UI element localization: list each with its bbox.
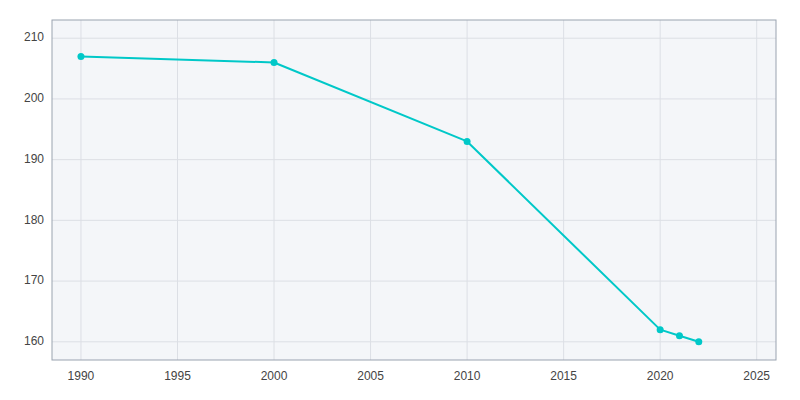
grid-line (52, 159, 776, 160)
grid-line (274, 20, 275, 360)
grid-line (177, 20, 178, 360)
y-tick-label: 210 (24, 30, 44, 44)
y-tick-label: 170 (24, 273, 44, 287)
grid-line (52, 341, 776, 342)
grid (52, 20, 776, 360)
x-tick-label: 2010 (454, 369, 481, 383)
grid-line (563, 20, 564, 360)
y-tick-label: 190 (24, 152, 44, 166)
grid-line (370, 20, 371, 360)
x-tick-label: 2005 (357, 369, 384, 383)
point (695, 338, 702, 345)
grid-line (756, 20, 757, 360)
plot-background (52, 20, 776, 360)
x-tick-label: 2020 (647, 369, 674, 383)
x-tick-label: 2015 (550, 369, 577, 383)
plot-frame (52, 20, 776, 360)
point (657, 326, 664, 333)
grid-line (52, 38, 776, 39)
x-tick-label: 1995 (164, 369, 191, 383)
x-tick-label: 2025 (743, 369, 770, 383)
grid-line (52, 220, 776, 221)
point (77, 53, 84, 60)
point (676, 332, 683, 339)
grid-line (52, 281, 776, 282)
line (81, 56, 699, 341)
y-tick-label: 160 (24, 334, 44, 348)
grid-line (52, 98, 776, 99)
point (464, 138, 471, 145)
grid-line (467, 20, 468, 360)
grid-line (80, 20, 81, 360)
chart-container: 160 170 180 190 200 210 1990 1995 2000 2005 2010 20… (0, 0, 800, 400)
y-tick-label: 200 (24, 91, 44, 105)
series (77, 53, 702, 345)
y-tick-label: 180 (24, 213, 44, 227)
point (271, 59, 278, 66)
chart-svg: 160 170 180 190 200 210 1990 1995 2000 2005 2010 20… (0, 0, 800, 400)
x-tick-label: 1990 (68, 369, 95, 383)
x-tick-label: 2000 (261, 369, 288, 383)
grid-line (660, 20, 661, 360)
